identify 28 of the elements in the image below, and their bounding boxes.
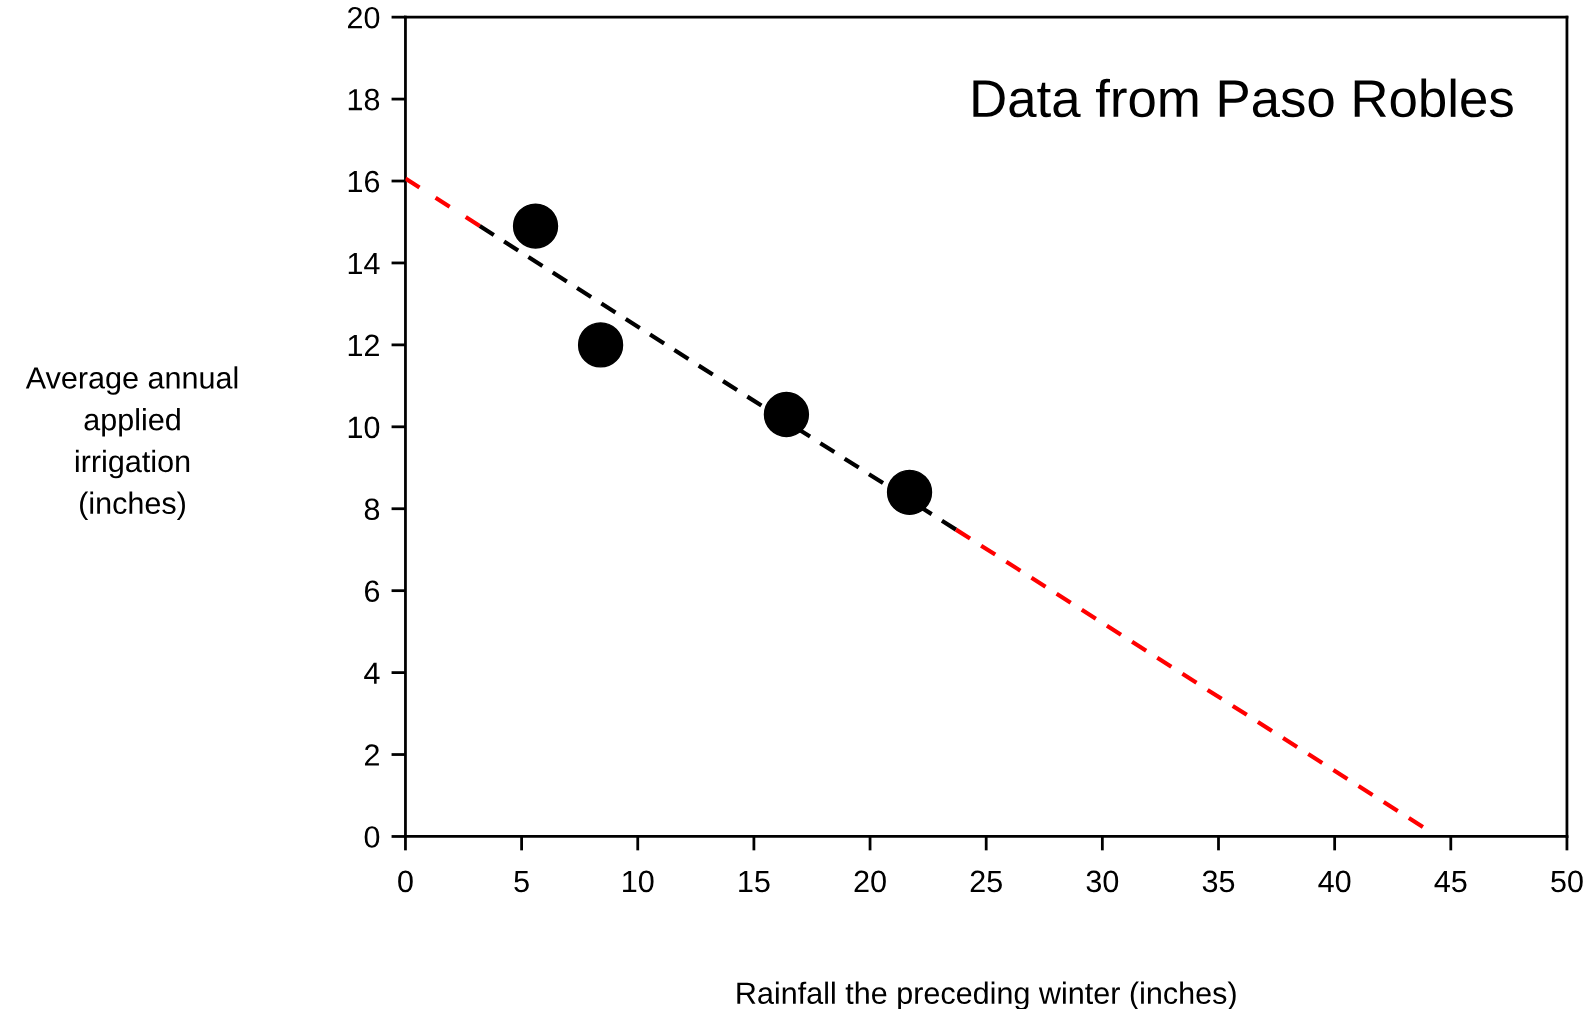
y-tick-label: 8 bbox=[364, 498, 380, 521]
y-tick-label: 16 bbox=[348, 170, 380, 193]
annotation: Data from Paso Robles bbox=[973, 78, 1513, 118]
y-axis-title: Average annual applied irrigation (inches) bbox=[25, 366, 238, 521]
x-tick-label: 35 bbox=[1202, 870, 1235, 893]
x-tick-label: 0 bbox=[398, 870, 413, 893]
y-tick-label: 20 bbox=[348, 6, 380, 29]
y-tick-label: 18 bbox=[348, 88, 380, 111]
x-tick-label: 45 bbox=[1434, 870, 1467, 893]
y-tick-label: 12 bbox=[348, 334, 379, 356]
x-tick-label: 10 bbox=[623, 870, 654, 893]
x-tick-label: 30 bbox=[1086, 870, 1119, 893]
x-tick-label: 40 bbox=[1318, 870, 1351, 893]
y-tick-label: 4 bbox=[364, 662, 380, 684]
x-tick-label: 20 bbox=[854, 870, 886, 893]
y-tick-label: 14 bbox=[348, 253, 380, 275]
x-tick-label: 5 bbox=[514, 870, 529, 893]
point bbox=[886, 469, 933, 516]
y-tick-label: 2 bbox=[365, 744, 379, 766]
point bbox=[763, 391, 810, 438]
x-tick-label: 15 bbox=[739, 870, 770, 893]
y-tick-label: 10 bbox=[348, 416, 380, 439]
y-tick-label: 0 bbox=[364, 826, 380, 848]
x-tick-label: 25 bbox=[970, 870, 1002, 893]
point bbox=[512, 203, 559, 249]
x-tick-label: 50 bbox=[1551, 870, 1583, 893]
point bbox=[577, 322, 624, 368]
y-tick-label: 6 bbox=[365, 580, 380, 603]
